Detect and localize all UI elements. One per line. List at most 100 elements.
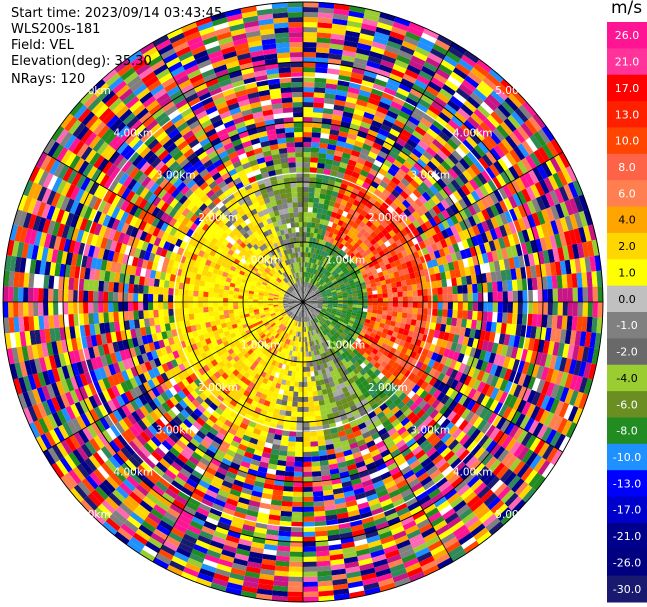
velocity-gate (504, 96, 519, 112)
velocity-gate (108, 440, 121, 454)
velocity-gate (305, 287, 308, 293)
velocity-gate (305, 282, 308, 288)
velocity-gate (450, 42, 467, 55)
velocity-gate (356, 157, 367, 165)
velocity-gate (272, 331, 278, 337)
velocity-gate (346, 289, 352, 293)
velocity-gate (303, 267, 305, 273)
velocity-gate (221, 423, 231, 432)
velocity-gate (359, 320, 365, 326)
velocity-gate (255, 391, 263, 398)
velocity-gate (419, 390, 429, 400)
velocity-gate (327, 273, 333, 279)
velocity-gate (327, 260, 333, 266)
velocity-gate (337, 303, 343, 307)
velocity-gate (322, 373, 328, 380)
velocity-gate (376, 21, 393, 31)
velocity-gate (247, 504, 260, 513)
velocity-gate (423, 89, 437, 101)
velocity-gate (323, 429, 332, 436)
velocity-gate (314, 222, 320, 229)
velocity-gate (352, 302, 358, 305)
velocity-gate (322, 484, 333, 491)
velocity-gate (331, 23, 347, 31)
velocity-gate (385, 440, 396, 450)
velocity-gate (361, 116, 373, 125)
velocity-gate (372, 142, 383, 151)
velocity-gate (315, 380, 321, 386)
velocity-gate (396, 332, 403, 340)
velocity-gate (330, 386, 338, 393)
velocity-gate (462, 195, 472, 207)
velocity-gate (425, 405, 436, 416)
velocity-gate (386, 132, 398, 142)
velocity-gate (262, 320, 269, 325)
velocity-gate (207, 512, 221, 522)
velocity-gate (56, 409, 67, 425)
velocity-gate (462, 228, 472, 240)
velocity-gate (208, 427, 219, 437)
velocity-gate (476, 465, 489, 479)
velocity-gate (573, 391, 584, 408)
velocity-gate (306, 305, 311, 309)
velocity-gate (387, 558, 404, 569)
velocity-gate (409, 428, 421, 439)
velocity-gate (323, 329, 329, 335)
velocity-gate (303, 431, 311, 437)
velocity-gate (350, 326, 357, 332)
velocity-gate (282, 312, 287, 317)
velocity-gate (303, 341, 306, 347)
velocity-gate (231, 484, 243, 493)
velocity-gate (272, 365, 278, 373)
velocity-gate (457, 335, 465, 345)
velocity-gate (451, 442, 463, 455)
velocity-gate (297, 396, 303, 402)
velocity-gate (353, 140, 364, 148)
velocity-gate (521, 361, 530, 375)
velocity-gate (417, 302, 423, 309)
velocity-gate (503, 334, 511, 346)
velocity-gate (310, 330, 314, 336)
velocity-gate (317, 277, 322, 283)
velocity-gate (429, 251, 437, 261)
velocity-gate (383, 356, 392, 364)
velocity-gate (420, 213, 429, 224)
velocity-gate (251, 490, 263, 498)
velocity-gate (216, 394, 225, 404)
velocity-gate (309, 290, 314, 295)
velocity-gate (397, 291, 403, 298)
velocity-gate (433, 412, 443, 423)
velocity-gate (361, 311, 368, 316)
velocity-gate (440, 145, 452, 158)
velocity-gate (158, 476, 171, 489)
velocity-gate (303, 42, 317, 48)
velocity-gate (536, 314, 543, 328)
velocity-gate (325, 278, 331, 284)
velocity-gate (412, 307, 418, 315)
velocity-gate (165, 345, 173, 354)
velocity-gate (273, 338, 279, 344)
velocity-gate (331, 263, 337, 269)
velocity-gate (449, 389, 459, 401)
velocity-gate (436, 557, 453, 570)
velocity-gate (246, 355, 253, 362)
velocity-gate (290, 411, 298, 417)
velocity-gate (321, 479, 332, 486)
velocity-gate (319, 272, 324, 278)
velocity-gate (328, 317, 334, 322)
velocity-gate (121, 404, 132, 417)
velocity-gate (352, 307, 358, 311)
velocity-gate (373, 235, 381, 243)
velocity-gate (353, 242, 360, 249)
velocity-gate (375, 568, 392, 578)
velocity-gate (240, 331, 247, 337)
velocity-gate (393, 475, 406, 485)
velocity-gate (331, 291, 337, 295)
velocity-gate (452, 500, 467, 513)
velocity-gate (341, 152, 351, 160)
velocity-gate (359, 368, 367, 376)
velocity-gate (185, 375, 194, 385)
velocity-gate (274, 565, 290, 572)
velocity-gate (507, 195, 518, 209)
velocity-gate (197, 572, 214, 583)
